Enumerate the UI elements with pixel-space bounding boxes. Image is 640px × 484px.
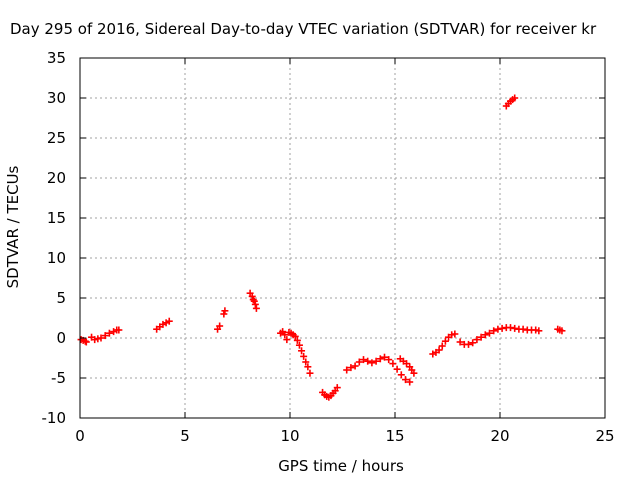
x-tick-label: 15 — [385, 427, 404, 445]
y-axis-label: SDTVAR / TECUs — [4, 165, 22, 288]
data-point — [477, 333, 485, 341]
data-point — [376, 355, 384, 363]
data-point — [381, 353, 388, 361]
data-point — [252, 304, 260, 312]
y-axis-ticks: -10 -5 0 5 10 15 20 25 30 35 — [42, 49, 605, 427]
data-point — [402, 376, 409, 384]
data-point — [473, 336, 481, 344]
data-point — [343, 366, 351, 374]
data-point — [165, 317, 173, 325]
data-point — [558, 327, 566, 335]
data-point — [410, 369, 418, 377]
y-tick-label: -10 — [42, 409, 67, 427]
y-tick-label: 10 — [47, 249, 66, 267]
data-point — [494, 325, 502, 333]
data-point — [250, 297, 258, 305]
x-axis-ticks: 0 5 10 15 20 25 — [75, 58, 615, 445]
data-point — [295, 341, 303, 349]
data-point — [511, 94, 519, 102]
data-point — [438, 342, 446, 350]
data-point — [397, 371, 405, 379]
x-tick-label: 20 — [490, 427, 509, 445]
data-point — [465, 340, 472, 348]
data-point — [435, 346, 443, 354]
data-point — [490, 327, 498, 335]
y-tick-label: 0 — [56, 329, 66, 347]
data-point — [355, 358, 363, 366]
data-point — [360, 356, 367, 364]
data-point — [216, 322, 224, 330]
y-tick-label: 20 — [47, 169, 66, 187]
data-point — [221, 307, 229, 315]
data-point — [364, 357, 372, 365]
y-tick-label: 30 — [47, 89, 66, 107]
data-point — [469, 339, 477, 347]
x-tick-label: 25 — [595, 427, 614, 445]
y-tick-label: 15 — [47, 209, 66, 227]
data-point — [293, 336, 301, 344]
data-point — [220, 310, 228, 318]
data-point — [281, 331, 289, 339]
data-point — [486, 329, 493, 337]
y-tick-label: 25 — [47, 129, 66, 147]
x-axis-label: GPS time / hours — [278, 457, 404, 475]
data-point — [403, 360, 411, 368]
data-point — [385, 356, 393, 364]
x-tick-label: 0 — [75, 427, 85, 445]
data-point — [291, 332, 299, 340]
data-point — [456, 338, 464, 346]
chart-title: Day 295 of 2016, Sidereal Day-to-day VTE… — [10, 20, 597, 38]
data-point — [304, 363, 312, 371]
data-point — [372, 357, 380, 365]
y-tick-label: 5 — [56, 289, 66, 307]
data-points — [77, 94, 566, 401]
data-point — [406, 378, 414, 386]
data-point — [298, 347, 306, 355]
data-point — [82, 338, 90, 346]
plot-frame — [79, 57, 606, 419]
data-point — [105, 329, 113, 337]
data-point — [347, 364, 355, 372]
data-point — [302, 358, 310, 366]
data-point — [393, 365, 401, 373]
data-point — [115, 326, 123, 334]
data-point — [389, 360, 397, 368]
data-point — [368, 359, 376, 367]
y-tick-label: 35 — [47, 49, 66, 67]
data-point — [511, 324, 519, 332]
data-point — [283, 336, 291, 344]
x-tick-label: 10 — [280, 427, 299, 445]
data-point — [97, 334, 105, 342]
data-point — [333, 384, 341, 392]
data-point — [535, 327, 543, 335]
data-point — [251, 300, 259, 308]
y-tick-label: -5 — [51, 369, 66, 387]
data-point — [101, 332, 109, 340]
data-point — [441, 337, 449, 345]
data-point — [248, 292, 256, 300]
data-point — [306, 369, 314, 377]
grid-lines — [80, 58, 605, 418]
x-tick-label: 5 — [180, 427, 190, 445]
data-point — [351, 362, 359, 370]
data-point — [481, 331, 489, 339]
data-point — [300, 352, 308, 360]
data-point — [91, 336, 99, 344]
data-point — [451, 330, 459, 338]
